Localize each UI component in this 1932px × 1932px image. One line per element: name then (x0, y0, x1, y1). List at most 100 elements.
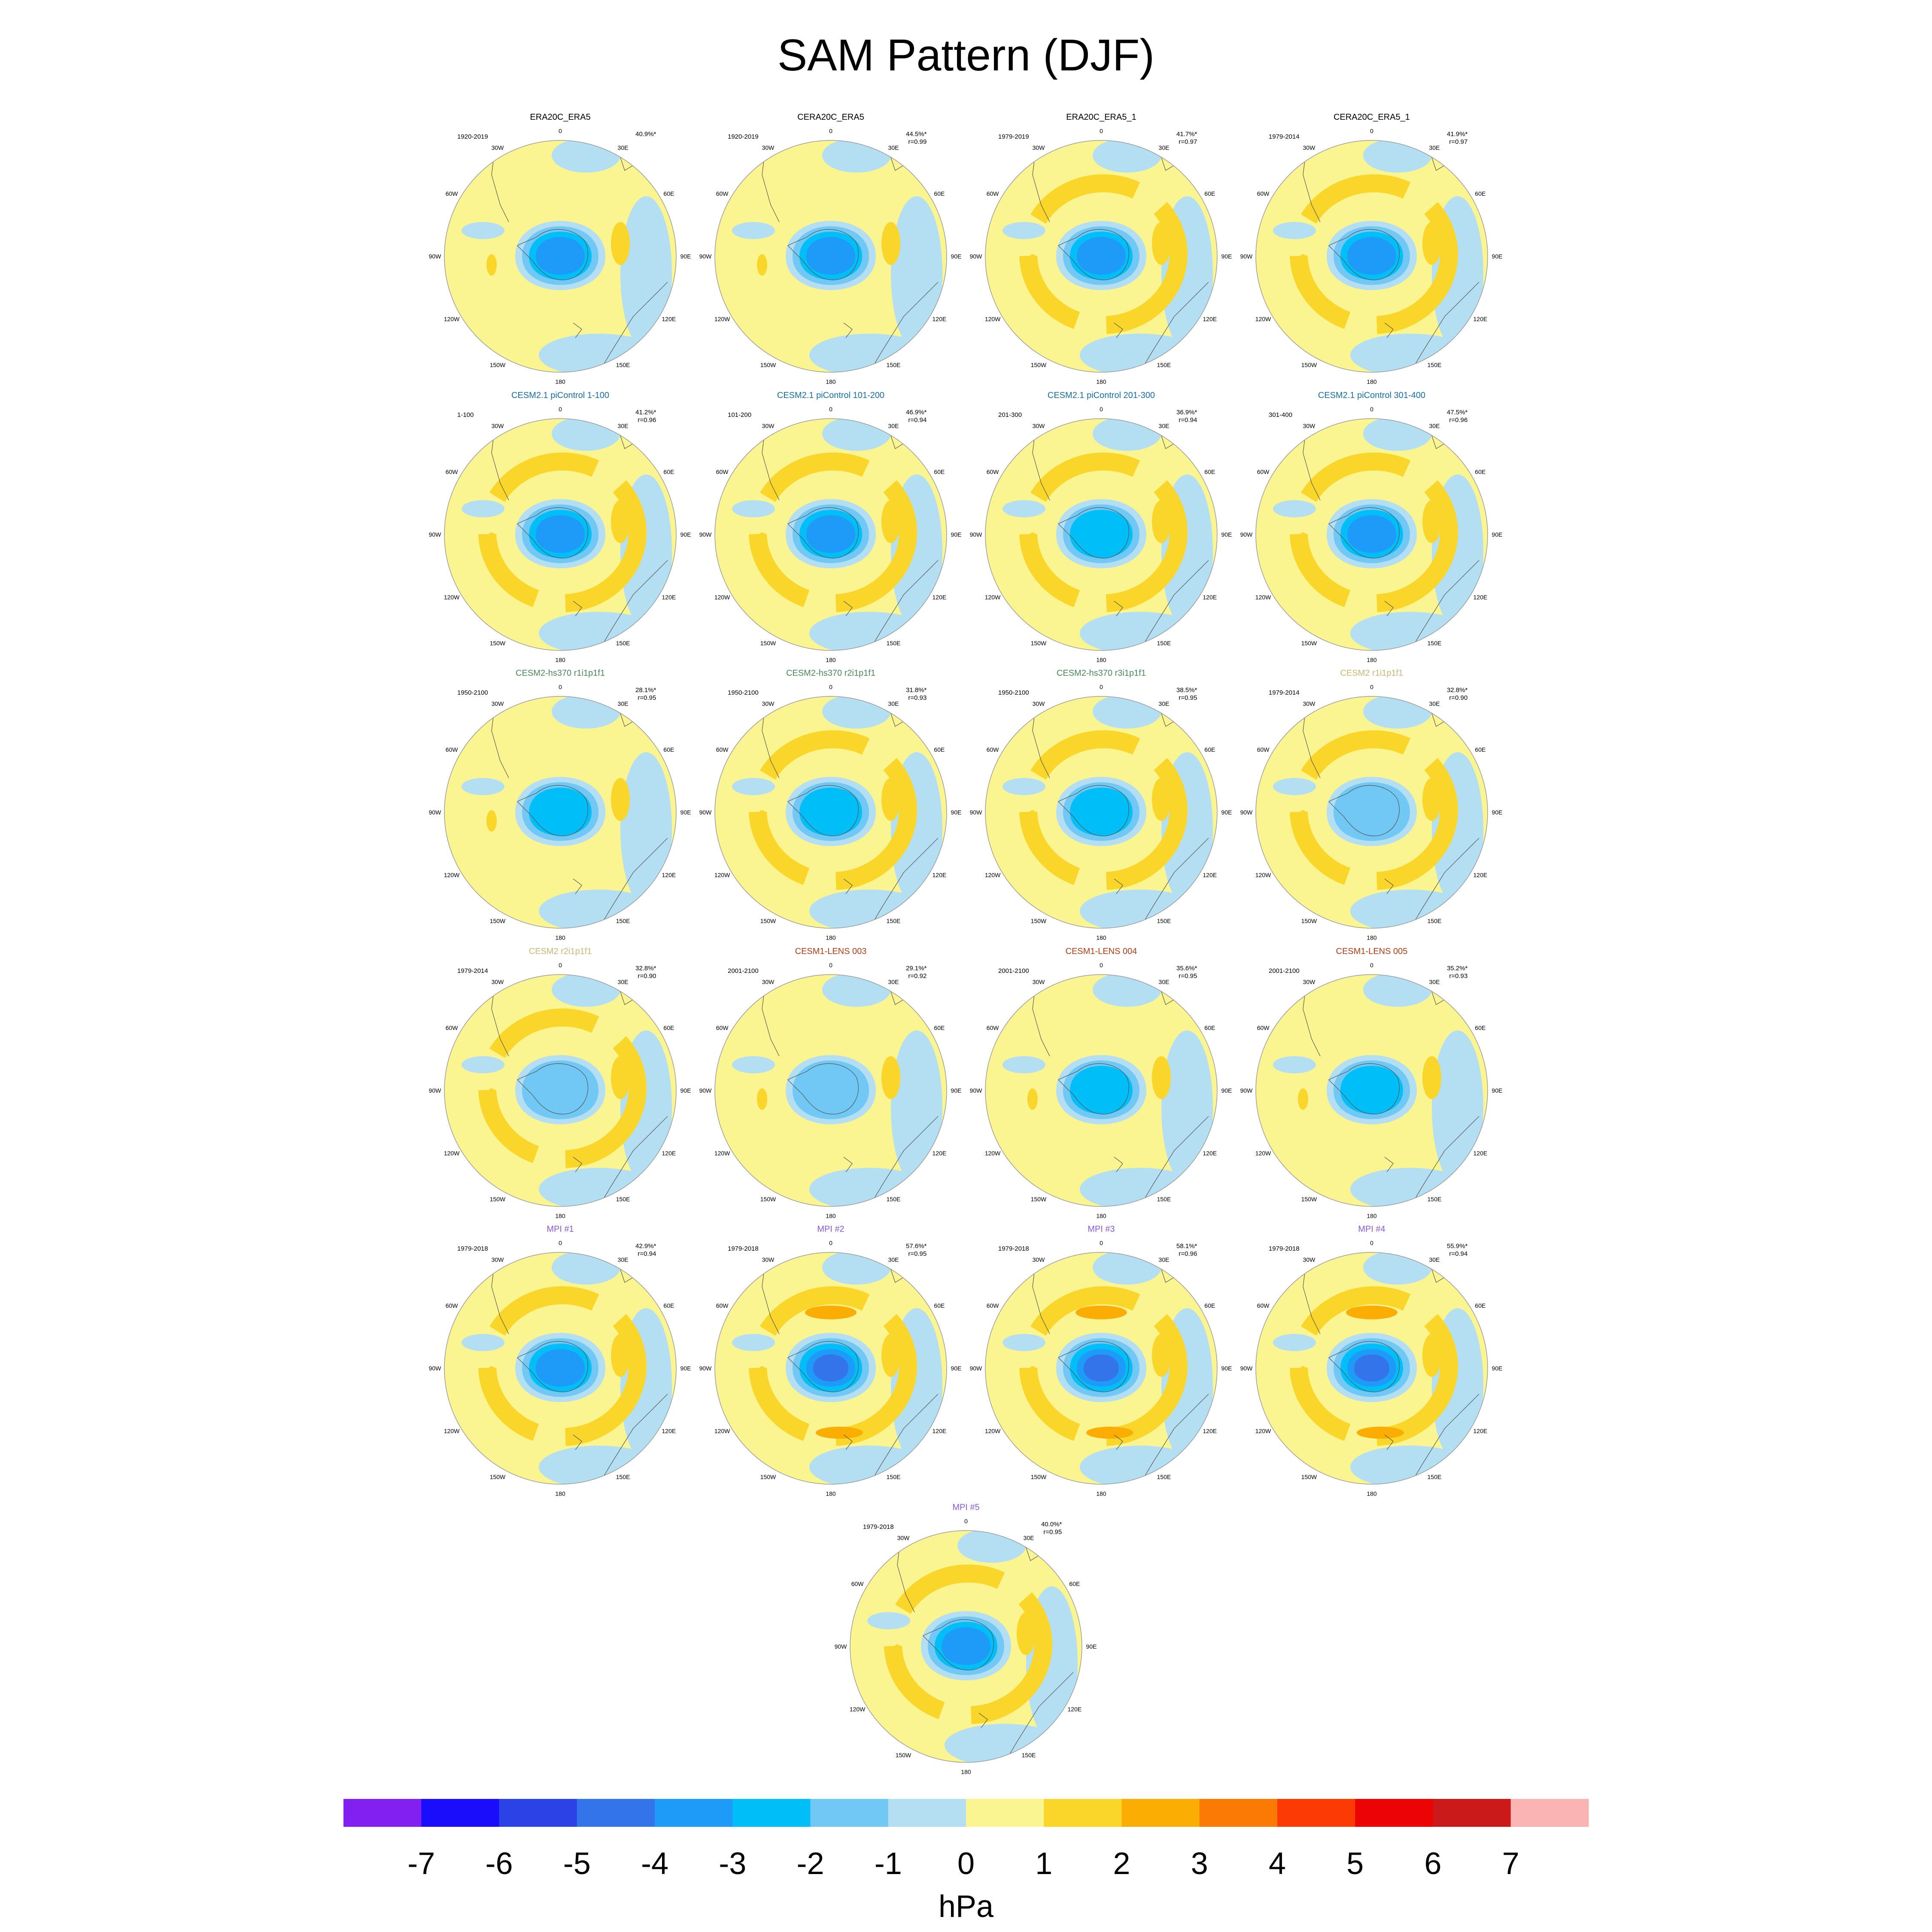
longitude-label: 60E (1475, 190, 1485, 197)
panel-stats: 38.5%* r=0.95 (1176, 687, 1197, 702)
longitude-label: 60E (1475, 1302, 1485, 1309)
longitude-label: 90W (699, 531, 712, 538)
panel-period: 201-300 (998, 411, 1022, 419)
longitude-label: 150W (490, 917, 506, 924)
longitude-label: 60W (987, 190, 999, 197)
panel-period: 1-100 (457, 411, 474, 419)
map-panel: 0 30E 60E 90E 120E 150E 180 150W 120W 90W 60W 30W MP… (429, 1224, 691, 1499)
panel-period: 1979-2019 (998, 133, 1029, 140)
longitude-label: 180 (826, 1490, 836, 1497)
longitude-label: 180 (826, 378, 836, 385)
polar-map: 0 30E 60E 90E 120E 150E 180 150W 120W 90W 60W 30W (699, 406, 962, 663)
longitude-label: 150E (616, 1196, 630, 1203)
longitude-label: 150E (616, 917, 630, 924)
longitude-label: 60E (1204, 746, 1215, 753)
longitude-label: 120E (1473, 872, 1488, 878)
variance-explained: 44.5%* (906, 131, 927, 138)
polar-map: 0 30E 60E 90E 120E 150E 180 150W 120W 90W 60W 30W (699, 683, 962, 941)
panel-title: MPI #3 (1088, 1224, 1115, 1234)
longitude-label: 90E (680, 1365, 691, 1372)
panel-title: CESM2.1 piControl 1-100 (511, 391, 609, 400)
longitude-label: 120E (1473, 316, 1488, 322)
longitude-label: 30W (1033, 1256, 1045, 1263)
pattern-correlation: r=0.94 (1449, 1250, 1468, 1258)
colorbar-tick: 3 (1191, 1847, 1208, 1881)
longitude-label: 120W (444, 1150, 460, 1157)
longitude-label: 30E (1159, 422, 1170, 429)
panel-period: 2001-2100 (998, 967, 1029, 975)
panel-stats: 44.5%* r=0.99 (906, 131, 927, 146)
pattern-correlation: r=0.92 (908, 972, 927, 980)
panel-title: MPI #5 (952, 1503, 980, 1512)
longitude-label: 30W (1303, 978, 1316, 985)
longitude-label: 30W (762, 700, 775, 707)
longitude-label: 90E (1221, 1365, 1232, 1372)
longitude-label: 120E (662, 1428, 676, 1434)
colorbar-unit-label: hPa (938, 1889, 994, 1924)
longitude-label: 30W (1303, 422, 1316, 429)
longitude-label: 180 (826, 656, 836, 663)
longitude-label: 150E (887, 1196, 901, 1203)
longitude-label: 180 (1367, 1212, 1377, 1219)
longitude-label: 60W (446, 190, 459, 197)
longitude-label: 120E (933, 316, 947, 322)
colorbar-swatch (577, 1799, 655, 1827)
longitude-label: 90W (429, 531, 442, 538)
longitude-label: 30W (762, 144, 775, 151)
colorbar-swatch (1277, 1799, 1355, 1827)
panel-title: ERA20C_ERA5 (530, 112, 591, 122)
longitude-label: 0 (829, 683, 832, 690)
colorbar-tick: -4 (641, 1847, 669, 1881)
variance-explained: 58.1%* (1176, 1242, 1197, 1250)
map-panel: 0 30E 60E 90E 120E 150E 180 150W 120W 90W 60W 30W MP… (970, 1224, 1232, 1499)
longitude-label: 120E (1203, 1150, 1217, 1157)
polar-map: 0 30E 60E 90E 120E 150E 180 150W 120W 90W 60W 30W (970, 406, 1232, 663)
longitude-label: 30W (492, 144, 504, 151)
variance-explained: 41.2%* (635, 409, 656, 416)
longitude-label: 150W (1301, 640, 1317, 647)
longitude-label: 120W (985, 1428, 1001, 1434)
panel-title: CESM2.1 piControl 101-200 (777, 391, 885, 400)
panel-period: 1950-2100 (457, 689, 488, 696)
longitude-label: 90W (1240, 253, 1253, 260)
longitude-label: 90W (699, 1087, 712, 1094)
longitude-label: 0 (559, 406, 562, 413)
longitude-label: 120E (662, 316, 676, 322)
longitude-label: 150E (1157, 640, 1171, 647)
longitude-label: 120W (714, 1428, 730, 1434)
variance-explained: 31.8%* (906, 687, 927, 694)
longitude-label: 30E (1429, 422, 1440, 429)
longitude-label: 90E (1492, 809, 1503, 816)
panel-period: 101-200 (728, 411, 752, 419)
polar-map: 0 30E 60E 90E 120E 150E 180 150W 120W 90W 60W 30W (699, 128, 962, 385)
longitude-label: 150E (616, 640, 630, 647)
longitude-label: 120W (1255, 316, 1271, 322)
longitude-label: 60E (1475, 746, 1485, 753)
longitude-label: 30W (1303, 1256, 1316, 1263)
colorbar-tick: 1 (1035, 1847, 1053, 1881)
longitude-label: 120E (933, 1428, 947, 1434)
longitude-label: 30W (762, 1256, 775, 1263)
polar-map: 0 30E 60E 90E 120E 150E 180 150W 120W 90W 60W 30W (970, 1239, 1232, 1497)
variance-explained: 28.1%* (635, 687, 656, 694)
panel-stats: 47.5%* r=0.96 (1447, 409, 1467, 424)
longitude-label: 30W (1303, 700, 1316, 707)
longitude-label: 30W (492, 1256, 504, 1263)
longitude-label: 60E (1204, 1024, 1215, 1031)
map-panel: 0 30E 60E 90E 120E 150E 180 150W 120W 90W 60W 30W CE… (699, 668, 962, 943)
panel-title: MPI #2 (817, 1224, 844, 1234)
longitude-label: 150W (490, 1473, 506, 1480)
longitude-label: 150E (887, 1473, 901, 1480)
longitude-label: 150E (1157, 917, 1171, 924)
longitude-label: 180 (961, 1768, 971, 1775)
longitude-label: 150E (1157, 1473, 1171, 1480)
longitude-label: 60W (716, 468, 729, 475)
colorbar-tick: 5 (1346, 1847, 1364, 1881)
polar-map: 0 30E 60E 90E 120E 150E 180 150W 120W 90W 60W 30W (429, 406, 691, 663)
longitude-label: 0 (1370, 962, 1373, 969)
longitude-label: 90W (1240, 809, 1253, 816)
map-panel: 0 30E 60E 90E 120E 150E 180 150W 120W 90W 60W 30W CE… (970, 947, 1232, 1221)
longitude-label: 60E (663, 1024, 674, 1031)
polar-map: 0 30E 60E 90E 120E 150E 180 150W 120W 90W 60W 30W (1240, 1239, 1503, 1497)
longitude-label: 150W (760, 361, 776, 368)
